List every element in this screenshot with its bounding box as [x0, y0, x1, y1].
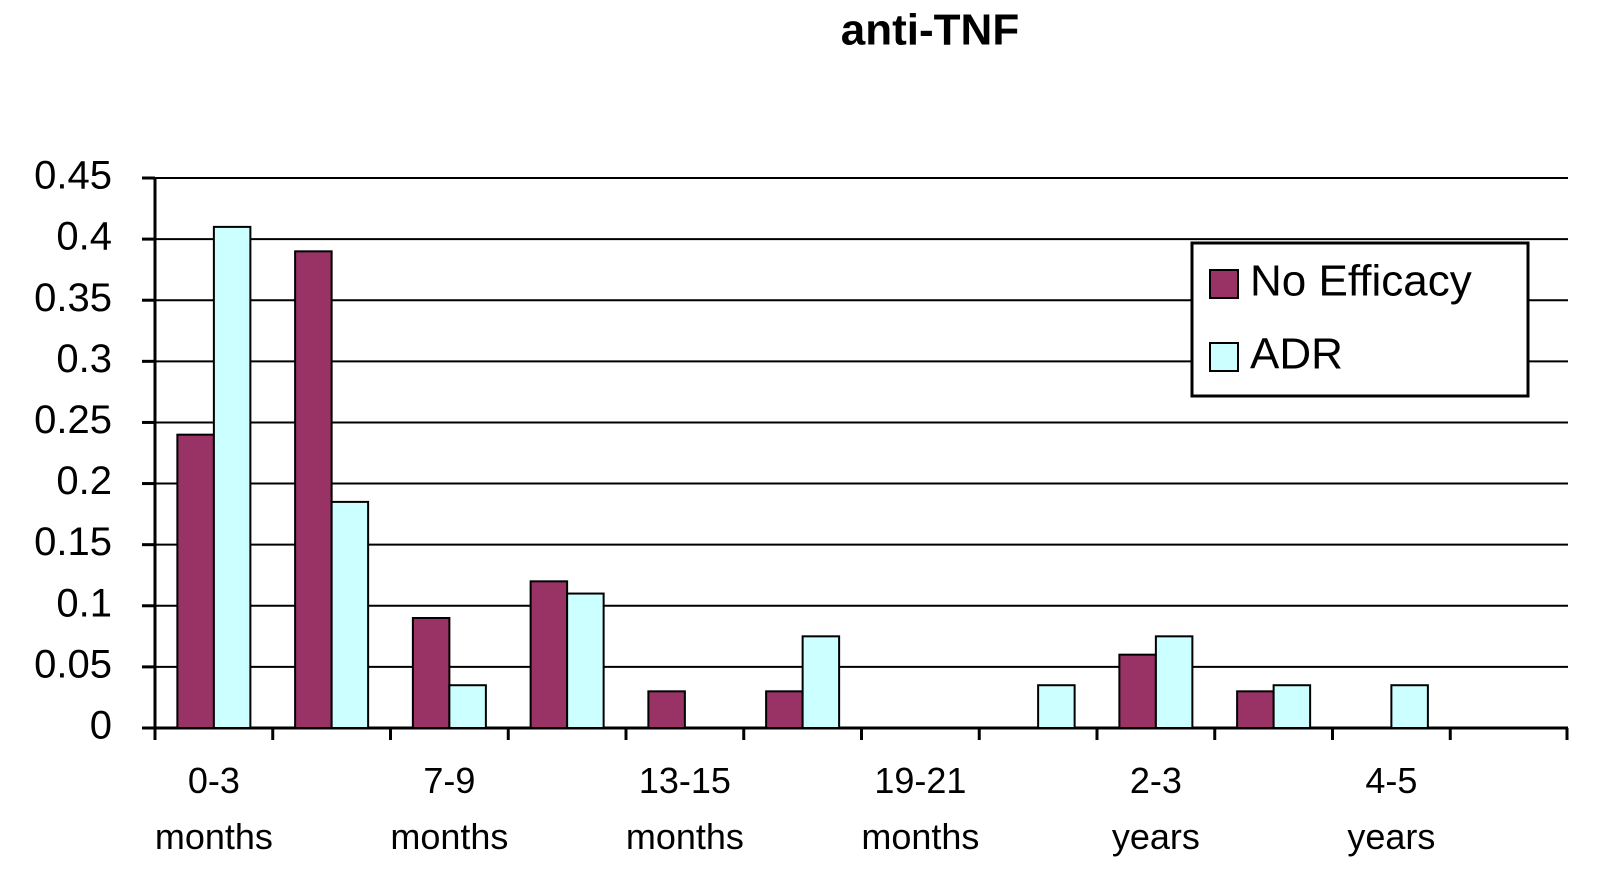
bar [801, 635, 841, 729]
x-tick-label: 4-5 years [1347, 760, 1435, 857]
y-tick-label: 0.25 [34, 398, 112, 442]
y-tick-label: 0.15 [34, 520, 112, 564]
bar [1236, 690, 1275, 729]
bar [411, 617, 451, 729]
y-tick-label: 0.35 [34, 276, 112, 320]
y-tick-label: 0 [90, 704, 112, 748]
x-tick-label: 7-9 months [390, 760, 508, 857]
y-tick-label: 0.05 [34, 642, 112, 686]
bar [330, 500, 370, 729]
legend-label: ADR [1250, 330, 1343, 379]
chart-title: anti-TNF [841, 6, 1019, 55]
y-tick-label: 0.3 [56, 337, 112, 381]
bar [176, 433, 215, 729]
y-tick-label: 0.2 [56, 459, 112, 503]
x-tick-label: 0-3 months [155, 760, 273, 857]
legend-swatch [1209, 342, 1239, 372]
bar [1037, 684, 1076, 730]
bar [1154, 635, 1194, 729]
x-tick-label: 19-21 months [861, 760, 979, 857]
bar [566, 592, 605, 729]
bar [765, 690, 804, 729]
bar [1272, 684, 1312, 730]
bar [529, 580, 569, 729]
legend-swatch [1209, 269, 1239, 299]
legend-box [1190, 241, 1530, 398]
bar [294, 250, 333, 729]
x-tick-label: 2-3 years [1112, 760, 1200, 857]
y-tick-label: 0.4 [56, 215, 112, 259]
bar [212, 225, 252, 729]
x-tick-label: 13-15 months [626, 760, 744, 857]
legend-label: No Efficacy [1250, 257, 1472, 306]
bar [647, 690, 686, 729]
bar [1390, 684, 1429, 730]
y-tick-label: 0.1 [56, 581, 112, 625]
y-tick-label: 0.45 [34, 154, 112, 198]
bar [448, 684, 487, 730]
bar [1118, 653, 1157, 730]
